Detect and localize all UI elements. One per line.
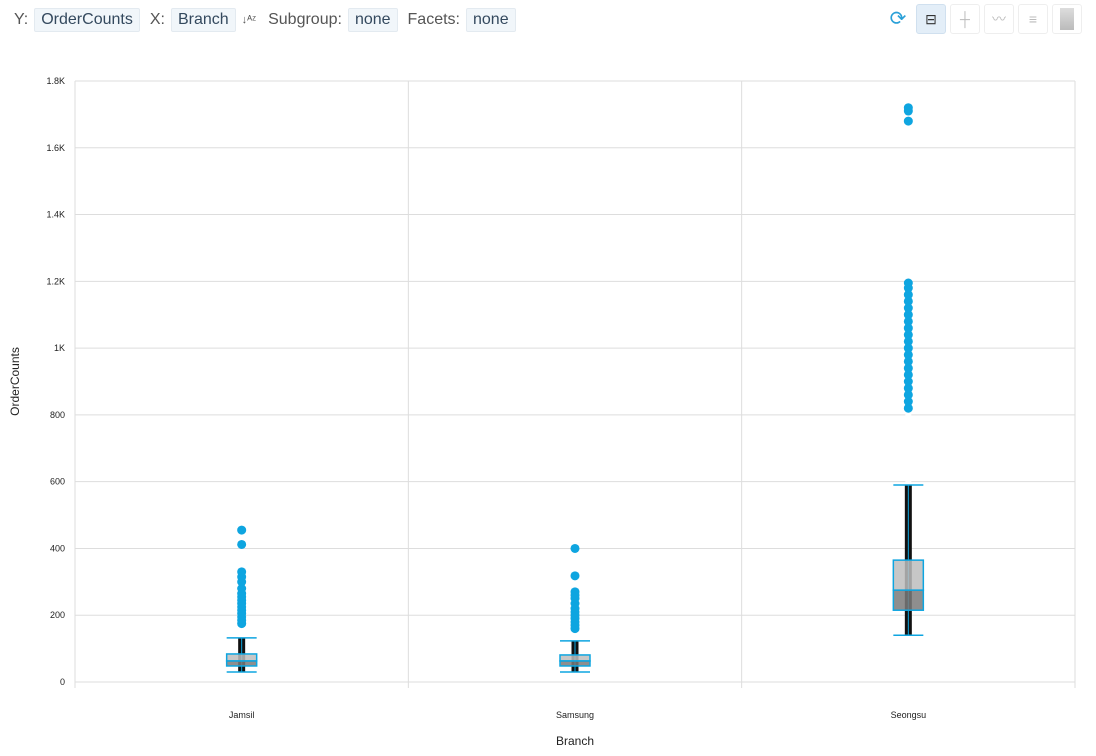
outlier-point [903,303,913,313]
sort-az-icon[interactable]: ↓ᴬᶻ [241,14,257,26]
outlier-point [903,377,913,386]
x-tick-label: Jamsil [229,710,255,720]
outlier-point [903,350,913,360]
histogram-icon[interactable]: ≡ [1018,4,1048,34]
outlier-point [237,584,247,594]
y-tick-label: 1.6K [46,143,65,153]
outlier-point [903,397,913,407]
y-tick-label: 1.2K [46,276,65,286]
outlier-point [570,587,580,597]
outlier-point [903,278,913,288]
box-lower-half [559,660,591,667]
strip-plot-icon[interactable]: ┼ [950,4,980,34]
y-tick-label: 0 [60,677,65,687]
boxplot-icon[interactable]: ⊟ [916,4,946,34]
y-tick-label: 600 [50,477,65,487]
refresh-chart-icon[interactable]: ⟳ [889,7,907,30]
box-lower-half [892,589,925,611]
outlier-point [903,343,913,353]
box-lower-half [225,660,258,667]
outlier-point [903,323,913,333]
x-axis-title: Branch [556,734,594,748]
x-tick-label: Seongsu [891,710,927,720]
x-variable-select[interactable]: Branch [170,8,236,32]
outlier-point [903,356,913,366]
outlier-point [903,116,913,126]
outlier-point [903,103,913,113]
subgroup-select[interactable]: none [347,8,398,32]
outlier-point [903,363,913,373]
y-label: Y: [14,11,29,28]
line-plot-icon[interactable]: 〰 [984,4,1014,34]
y-variable-select[interactable]: OrderCounts [34,8,140,32]
outlier-point [903,316,913,326]
box-upper-half [225,653,258,662]
y-tick-label: 200 [50,610,65,620]
box-upper-half [559,654,591,662]
facets-label: Facets: [407,11,460,28]
outlier-point [903,336,913,346]
y-tick-label: 800 [50,410,65,420]
outlier-point [903,390,913,400]
outlier-point [570,543,580,553]
x-tick-label: Samsung [556,710,594,720]
outlier-point [237,525,247,535]
plot-config-bar: Y: OrderCounts X: Branch ↓ᴬᶻ Subgroup: n… [14,8,526,32]
y-tick-label: 1K [54,343,65,353]
x-label: X: [149,11,165,28]
y-tick-label: 1.8K [46,76,65,86]
outlier-point [570,571,580,581]
facets-select[interactable]: none [466,8,516,32]
box-upper-half [892,559,925,591]
outlier-point [237,539,247,549]
outlier-point [903,383,913,393]
y-tick-label: 400 [50,543,65,553]
outlier-point [903,330,913,340]
heatmap-icon[interactable] [1052,4,1082,34]
outlier-point [903,310,913,320]
outlier-point [237,567,247,577]
outlier-point [903,296,913,306]
y-axis-title: OrderCounts [8,347,22,416]
outlier-point [903,403,913,413]
outlier-point [903,370,913,380]
subgroup-label: Subgroup: [268,11,342,28]
y-tick-label: 1.4K [46,210,65,220]
outlier-point [903,290,913,300]
